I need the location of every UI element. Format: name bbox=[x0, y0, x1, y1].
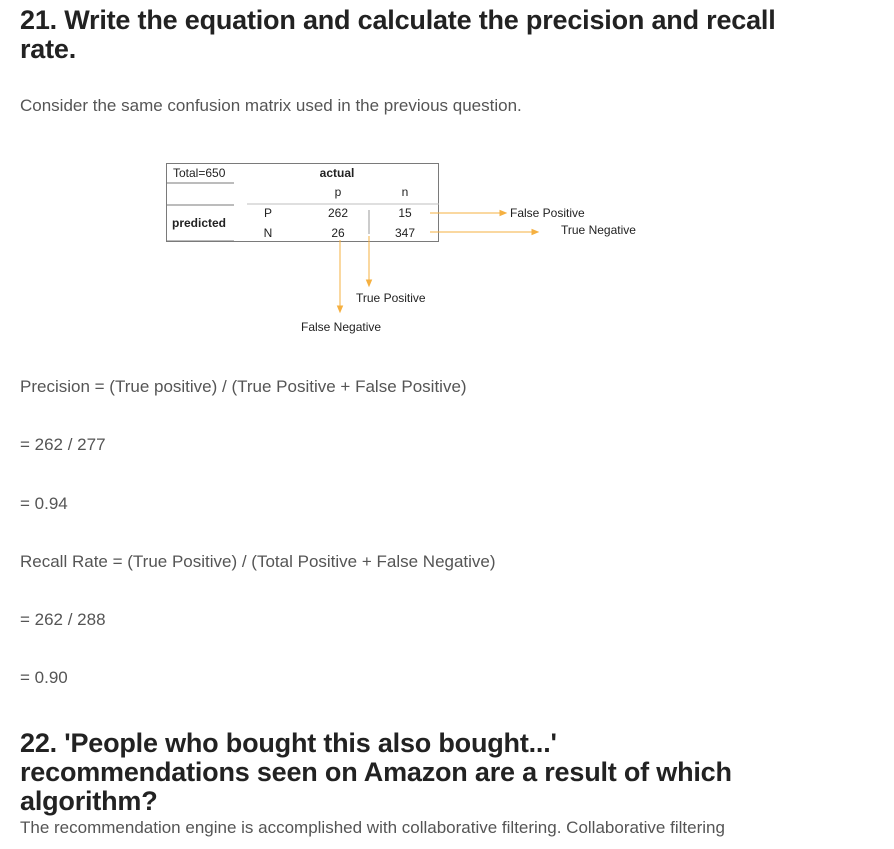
annotation-true-positive: True Positive bbox=[356, 291, 426, 305]
question-22-heading: 22. 'People who bought this also bought.… bbox=[20, 728, 732, 816]
arrow-true-negative-head bbox=[531, 228, 540, 236]
arrow-true-positive-head bbox=[365, 279, 373, 288]
matrix-row-header-p: P bbox=[263, 206, 273, 220]
precision-result: = 0.94 bbox=[20, 494, 68, 513]
matrix-cell-nn: 347 bbox=[394, 226, 416, 240]
annotation-true-negative: True Negative bbox=[561, 223, 636, 237]
confusion-matrix-table bbox=[166, 163, 439, 242]
matrix-row-header-n: N bbox=[263, 226, 273, 240]
question-21-heading: 21. Write the equation and calculate the… bbox=[20, 5, 776, 64]
recall-result: = 0.90 bbox=[20, 668, 68, 687]
annotation-false-negative: False Negative bbox=[301, 320, 382, 334]
matrix-cell-pn: 15 bbox=[398, 206, 412, 220]
matrix-predicted-label: predicted bbox=[172, 216, 227, 230]
matrix-col-header-n: n bbox=[401, 185, 409, 199]
matrix-cell-np: 26 bbox=[331, 226, 345, 240]
matrix-actual-label: actual bbox=[319, 166, 355, 180]
precision-formula: Precision = (True positive) / (True Posi… bbox=[20, 377, 467, 396]
question-21-intro: Consider the same confusion matrix used … bbox=[20, 96, 522, 115]
arrow-false-negative-head bbox=[336, 305, 344, 314]
arrow-false-positive-head bbox=[499, 209, 508, 217]
annotation-false-positive: False Positive bbox=[510, 206, 585, 220]
recall-step: = 262 / 288 bbox=[20, 610, 106, 629]
precision-step: = 262 / 277 bbox=[20, 435, 106, 454]
question-22-body: The recommendation engine is accomplishe… bbox=[20, 818, 725, 837]
matrix-total-label: Total=650 bbox=[173, 166, 226, 180]
matrix-col-header-p: p bbox=[334, 185, 342, 199]
matrix-cell-pp: 262 bbox=[327, 206, 349, 220]
recall-formula: Recall Rate = (True Positive) / (Total P… bbox=[20, 552, 496, 571]
